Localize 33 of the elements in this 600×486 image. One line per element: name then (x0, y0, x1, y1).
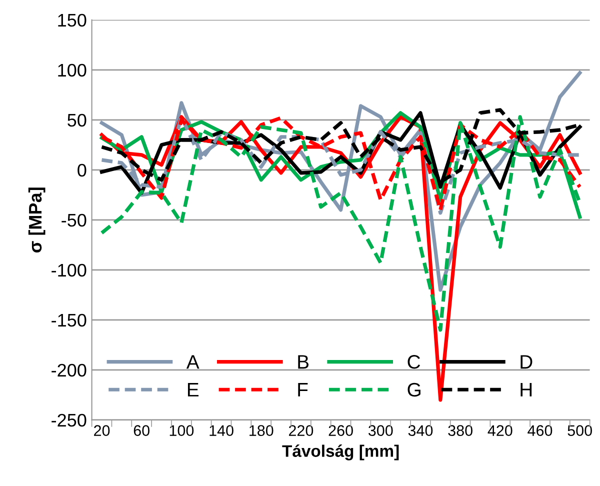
y-tick-label: -50 (62, 214, 86, 227)
y-tick-label: 50 (68, 114, 86, 127)
legend-label: G (408, 382, 420, 397)
y-tick-label: 100 (58, 64, 86, 77)
x-tick-label: 60 (134, 425, 150, 436)
x-axis-title: Távolság [mm] (282, 444, 399, 460)
x-tick-label: 380 (448, 425, 472, 436)
x-tick-label: 260 (328, 425, 353, 436)
x-tick-label: 100 (170, 425, 194, 436)
x-tick-label: 500 (568, 425, 592, 436)
y-tick-label: -200 (52, 364, 86, 377)
y-tick-label: 150 (58, 14, 86, 27)
legend-label: F (298, 383, 308, 396)
y-axis-title: σ [MPa] (28, 188, 46, 252)
x-tick-label: 420 (488, 425, 512, 436)
legend-label: C (408, 355, 420, 369)
x-tick-label: 340 (408, 425, 433, 436)
x-tick-label: 460 (528, 425, 552, 436)
x-tick-label: 140 (210, 425, 234, 436)
legend-label: D (520, 355, 532, 369)
legend-label: H (520, 383, 532, 396)
x-tick-label: 220 (288, 425, 314, 436)
y-tick-label: -100 (52, 264, 86, 277)
legend-label: E (188, 383, 199, 396)
x-tick-label: 300 (368, 425, 393, 436)
y-tick-label: 0 (78, 164, 86, 177)
legend-label: A (186, 355, 200, 369)
y-tick-label: -150 (52, 314, 86, 327)
line-series (100, 115, 582, 332)
legend-label: B (298, 355, 309, 369)
x-tick-label: 20 (94, 425, 110, 436)
x-tick-label: 180 (250, 425, 274, 436)
y-tick-label: -250 (52, 414, 86, 427)
